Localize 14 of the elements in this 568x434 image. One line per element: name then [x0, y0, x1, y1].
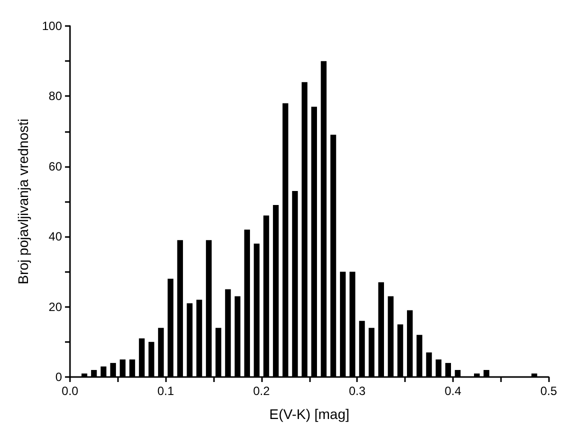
x-tick-label: 0.1	[157, 384, 174, 398]
y-tick-label: 60	[48, 159, 62, 174]
y-tick-label: 0	[55, 370, 62, 384]
x-tick-label: 0.2	[253, 384, 270, 398]
y-tick-label: 40	[48, 230, 62, 244]
y-tick-label: 80	[48, 89, 62, 104]
x-tick-label: 0.0	[62, 384, 79, 398]
y-tick-label: 100	[42, 19, 62, 33]
x-tick-label: 0.5	[540, 384, 558, 398]
x-tick-label: 0.3	[348, 384, 366, 398]
y-axis-title: Broj pojavljivanja vrednosti	[15, 118, 31, 284]
x-tick-label: 0.4	[444, 384, 462, 398]
y-tick-label: 20	[48, 300, 62, 314]
x-axis-title: E(V-K) [mag]	[269, 406, 350, 422]
